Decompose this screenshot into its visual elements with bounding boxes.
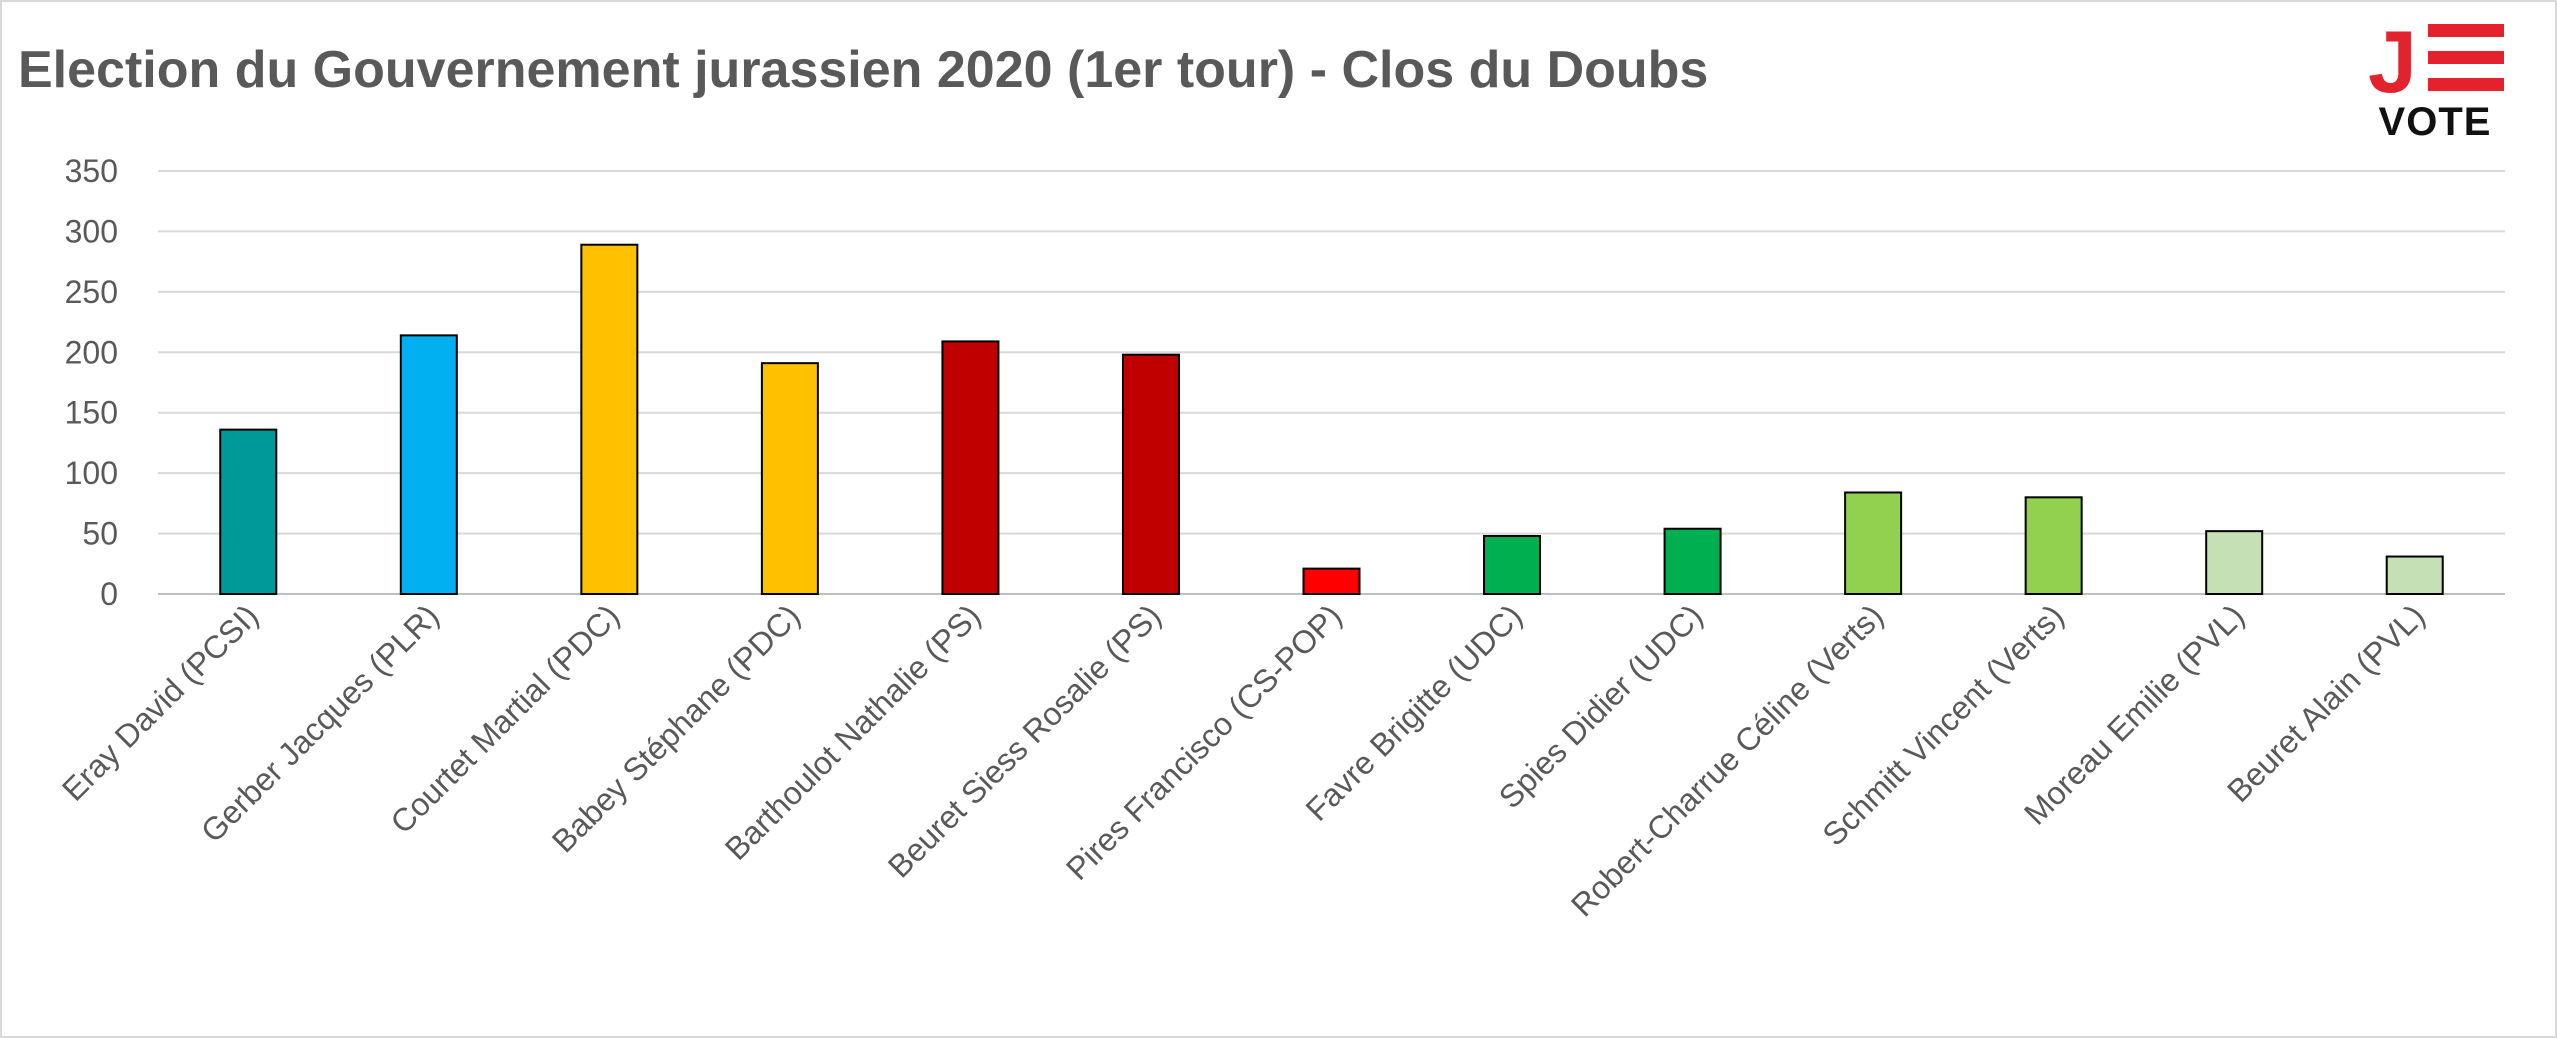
bar: [2385, 555, 2444, 596]
bar: [1121, 353, 1180, 595]
bar: [2205, 530, 2264, 596]
x-category-label: Beuret Alain (PVL): [2220, 597, 2432, 809]
logo-letter: J: [2368, 18, 2417, 98]
bar: [1302, 567, 1361, 595]
chart-title: Election du Gouvernement jurassien 2020 …: [18, 41, 1709, 99]
y-tick-label: 150: [65, 395, 118, 431]
bar: [941, 340, 1000, 595]
y-tick-label: 200: [65, 334, 118, 370]
bar: [1844, 491, 1903, 596]
y-tick-label: 0: [100, 576, 118, 612]
x-axis-labels: Eray David (PCSI)Gerber Jacques (PLR)Cou…: [55, 597, 2432, 923]
y-tick-label: 300: [65, 213, 118, 249]
bar: [1663, 527, 1722, 595]
bar: [399, 334, 458, 595]
bar: [219, 428, 278, 595]
y-tick-label: 100: [65, 455, 118, 491]
gridlines: [158, 170, 2505, 595]
bars: [219, 243, 2444, 596]
y-axis-ticks: 0 50 100 150 200 250 300 350: [65, 153, 118, 612]
x-category-label: Spies Didier (UDC): [1492, 597, 1710, 815]
je-logo-icon: J: [2368, 12, 2504, 111]
y-tick-label: 50: [82, 516, 118, 552]
x-category-label: Eray David (PCSI): [55, 597, 265, 807]
bar: [1483, 534, 1542, 596]
bar: [2024, 496, 2083, 596]
y-tick-label: 250: [65, 274, 118, 310]
y-tick-label: 350: [65, 153, 118, 189]
bar: [580, 243, 639, 595]
x-category-label: Robert-Charrue Céline (Verts): [1564, 597, 1890, 923]
je-vote-logo: J VOTE: [2360, 12, 2510, 148]
bar: [760, 362, 819, 596]
logo-text: VOTE: [2378, 100, 2492, 144]
